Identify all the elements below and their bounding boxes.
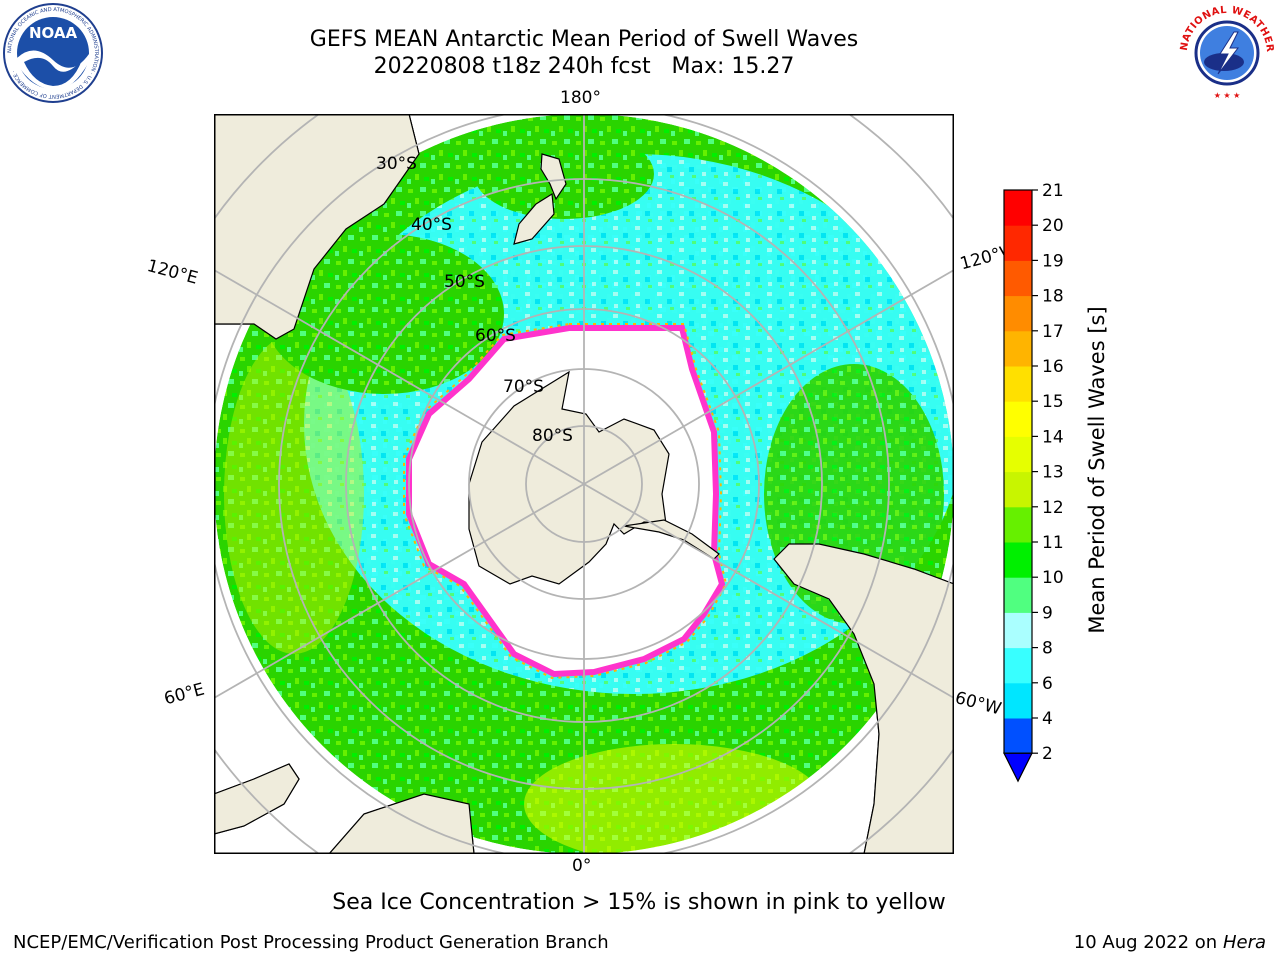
colorbar-extend-arrow [1003, 752, 1033, 783]
antarctica-land [468, 370, 670, 585]
colorbar-segment [1004, 260, 1032, 297]
map-subtitle: 20220808 t18z 240h fcst Max: 15.27 [373, 54, 795, 79]
lat-label-50s: 50°S [444, 272, 485, 292]
sea-ice-note: Sea Ice Concentration > 15% is shown in … [332, 890, 946, 915]
date-line: 10 Aug 2022 on Hera [1074, 932, 1266, 953]
colorbar-tick-label: 9 [1042, 603, 1053, 623]
lat-label-60s: 60°S [475, 326, 516, 346]
svg-text:NOAA: NOAA [29, 24, 78, 42]
colorbar-segment [1004, 436, 1032, 473]
colorbar-tick-label: 14 [1042, 427, 1064, 447]
colorbar-tick-label: 18 [1042, 287, 1064, 307]
colorbar-segment [1004, 471, 1032, 508]
colorbar-tick-label: 4 [1042, 709, 1053, 729]
machine-name: Hera [1222, 932, 1266, 953]
credit-line: NCEP/EMC/Verification Post Processing Pr… [13, 932, 609, 953]
lat-label-70s: 70°S [503, 377, 544, 397]
colorbar-tick-label: 21 [1042, 181, 1064, 201]
colorbar-segment [1004, 190, 1032, 226]
colorbar-tick-label: 16 [1042, 357, 1064, 377]
lat-label-80s: 80°S [532, 426, 573, 446]
colorbar-tick-label: 8 [1042, 639, 1053, 659]
colorbar-segment [1004, 366, 1032, 402]
colorbar-segment [1004, 225, 1032, 261]
colorbar-segment [1004, 542, 1032, 578]
lon-label-120e: 120°E [144, 256, 200, 289]
graticule [214, 114, 954, 854]
colorbar-segment [1004, 295, 1032, 332]
colorbar-tick-label: 17 [1042, 322, 1064, 342]
lon-label-180: 180° [560, 88, 601, 108]
map-title: GEFS MEAN Antarctic Mean Period of Swell… [309, 27, 859, 52]
colorbar-segment [1004, 330, 1032, 367]
colorbar-tick-label: 15 [1042, 392, 1064, 412]
colorbar-tick-label: 11 [1042, 533, 1064, 553]
colorbar-segment [1004, 682, 1032, 719]
colorbar-tick-label: 2 [1042, 744, 1053, 764]
colorbar-segment [1004, 401, 1032, 437]
lon-label-60e: 60°E [162, 679, 207, 710]
colorbar-segment [1004, 612, 1032, 649]
date-text: 10 Aug 2022 on [1073, 932, 1218, 953]
nws-logo: NATIONAL WEATHER SERVICE ★ ★ ★ [1176, 2, 1275, 101]
noaa-logo: NATIONAL OCEANIC AND ATMOSPHERIC ADMINIS… [3, 3, 103, 103]
colorbar-segment [1004, 718, 1032, 754]
colorbar-segment [1004, 577, 1032, 613]
colorbar-tick-label: 12 [1042, 498, 1064, 518]
colorbar-tick-label: 19 [1042, 251, 1064, 271]
colorbar-tick-label: 6 [1042, 674, 1053, 694]
colorbar-label: Mean Period of Swell Waves [s] [1085, 306, 1109, 634]
colorbar-segment [1004, 647, 1032, 684]
lon-label-0: 0° [572, 856, 592, 876]
lat-label-30s: 30°S [376, 154, 417, 174]
polar-map: 30°S 40°S 50°S 60°S 70°S 80°S [214, 114, 954, 854]
colorbar-tick-label: 13 [1042, 463, 1064, 483]
svg-text:★ ★ ★: ★ ★ ★ [1214, 91, 1241, 100]
lat-label-40s: 40°S [411, 215, 452, 235]
colorbar: 21 20 19 18 17 16 15 14 13 12 11 10 9 8 6 4 2 [1003, 181, 1064, 783]
colorbar-tick-label: 10 [1042, 568, 1064, 588]
colorbar-tick-label: 20 [1042, 216, 1064, 236]
colorbar-segment [1004, 506, 1032, 543]
